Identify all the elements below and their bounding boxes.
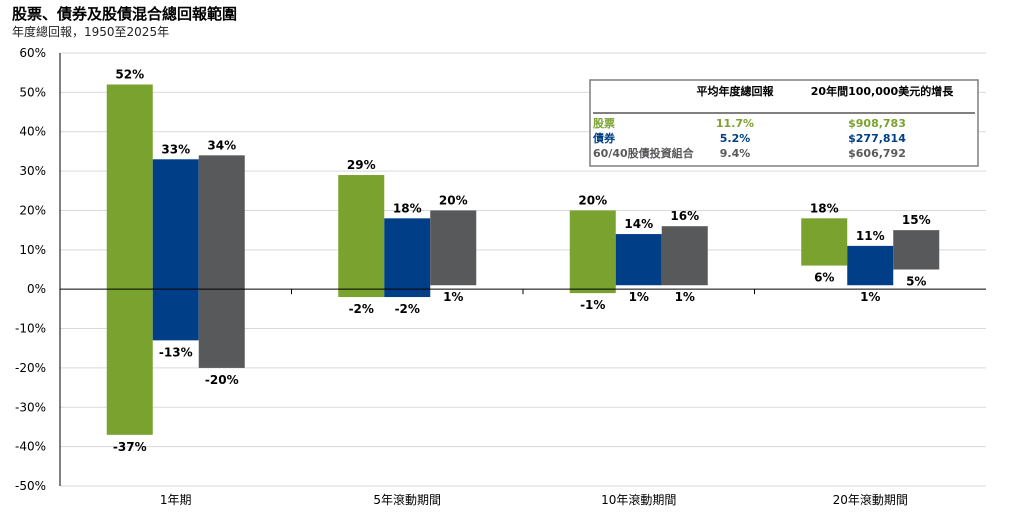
x-tick-label: 10年滾動期間 — [601, 493, 676, 507]
bar-range — [338, 175, 385, 298]
y-tick-label: 10% — [19, 243, 46, 257]
legend-row-label: 股票 — [593, 117, 615, 130]
axes: -50% -40% -30% -20% -10% 0% 10% 20% 30% 40% 50% 60%… — [15, 46, 986, 507]
max-label: 15% — [902, 213, 931, 227]
min-label: 1% — [860, 290, 880, 304]
y-tick-label: 60% — [19, 46, 46, 60]
legend-row-avg: 11.7% — [716, 117, 754, 130]
bar-labels: 52% -37% 33% -13% 34% -20% 29% -2% 18% -2% 20% 1% 20… — [113, 67, 931, 453]
min-label: -2% — [395, 302, 420, 316]
legend-row-avg: 9.4% — [720, 147, 751, 160]
bar-range — [152, 159, 199, 341]
max-label: 11% — [856, 229, 885, 243]
bar-range — [106, 84, 153, 435]
max-label: 18% — [393, 201, 422, 215]
y-tick-label: -30% — [15, 400, 46, 414]
legend-row-growth: $277,814 — [848, 132, 906, 145]
legend-box — [589, 79, 979, 167]
bars — [106, 84, 940, 435]
x-tick-label: 1年期 — [160, 493, 192, 507]
x-tick-label: 20年滾動期間 — [833, 493, 908, 507]
bar-range — [893, 230, 940, 270]
min-label: -2% — [349, 302, 374, 316]
min-label: 1% — [675, 290, 695, 304]
max-label: 29% — [347, 158, 376, 172]
y-tick-label: 0% — [27, 282, 46, 296]
y-tick-label: 50% — [19, 85, 46, 99]
bar-range — [801, 218, 848, 266]
gridlines — [60, 52, 986, 487]
max-label: 34% — [207, 138, 236, 152]
legend-row-label: 債券 — [592, 131, 616, 145]
y-tick-label: 30% — [19, 164, 46, 178]
legend-row-avg: 5.2% — [720, 132, 751, 145]
bar-range — [661, 226, 708, 286]
max-label: 52% — [115, 67, 144, 81]
bar-range — [569, 210, 616, 294]
max-label: 14% — [624, 217, 653, 231]
max-label: 20% — [439, 193, 468, 207]
y-tick-label: -40% — [15, 440, 46, 454]
x-tick-label: 5年滾動期間 — [373, 493, 441, 507]
bar-range — [198, 155, 245, 368]
bar-range — [847, 245, 894, 286]
bar-range — [615, 234, 662, 286]
legend-header-avg: 平均年度總回報 — [697, 84, 775, 98]
min-label: 6% — [814, 271, 834, 285]
min-label: -13% — [159, 345, 193, 359]
chart-title: 股票、債券及股債混合總回報範圍 — [12, 5, 238, 23]
y-tick-label: 40% — [19, 125, 46, 139]
y-tick-label: -20% — [15, 361, 46, 375]
min-label: -1% — [580, 298, 605, 312]
legend-row-label: 60/40股債投資組合 — [593, 146, 695, 160]
legend-row-growth: $606,792 — [848, 147, 906, 160]
max-label: 20% — [578, 193, 607, 207]
y-tick-label: 20% — [19, 203, 46, 217]
bar-range — [430, 210, 477, 286]
min-label: -37% — [113, 440, 147, 454]
legend-header-growth: 20年間100,000美元的增長 — [811, 84, 954, 98]
max-label: 18% — [810, 201, 839, 215]
y-tick-label: -10% — [15, 322, 46, 336]
max-label: 33% — [161, 142, 190, 156]
bar-range — [384, 218, 431, 298]
min-label: 1% — [629, 290, 649, 304]
legend-row-growth: $908,783 — [848, 117, 906, 130]
chart-subtitle: 年度總回報，1950至2025年 — [12, 25, 170, 39]
min-label: -20% — [205, 373, 239, 387]
max-label: 16% — [670, 209, 699, 223]
y-tick-label: -50% — [15, 479, 46, 493]
min-label: 5% — [906, 275, 926, 289]
min-label: 1% — [443, 290, 463, 304]
